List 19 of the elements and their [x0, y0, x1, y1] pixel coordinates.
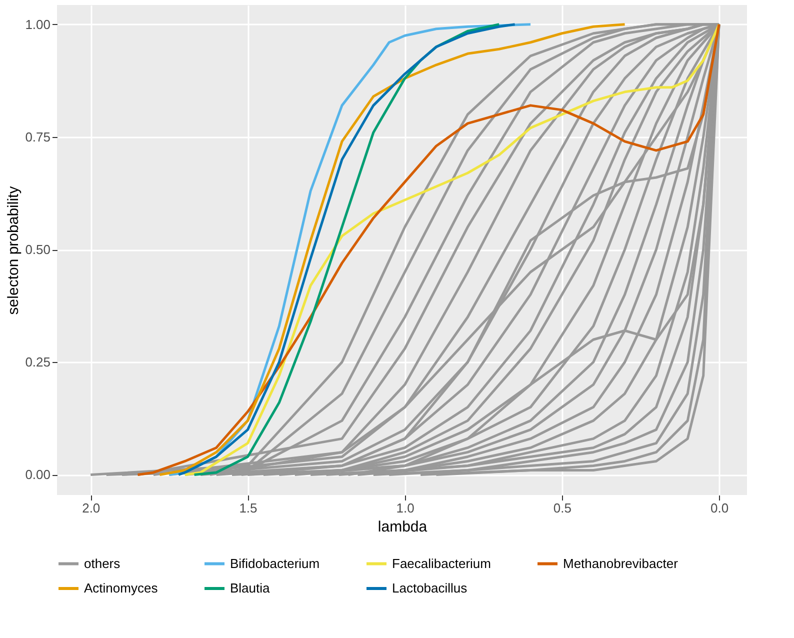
y-tick-label: 0.75 — [25, 129, 50, 144]
x-axis-title: lambda — [378, 518, 428, 536]
legend-label: Faecalibacterium — [392, 556, 491, 571]
y-tick-label: 1.00 — [25, 16, 50, 32]
legend-label: others — [84, 556, 121, 571]
x-tick-label: 1.5 — [239, 500, 258, 516]
y-tick-label: 0.00 — [25, 467, 50, 482]
y-tick-label: 0.50 — [25, 242, 50, 258]
x-tick-label: 1.0 — [396, 500, 414, 516]
x-tick-label: 2.0 — [82, 500, 100, 516]
legend-label: Lactobacillus — [392, 580, 468, 596]
legend-label: Actinomyces — [84, 580, 158, 596]
y-axis-title: selecton probability — [5, 186, 22, 315]
legend-label: Bifidobacterium — [230, 556, 320, 571]
legend-label: Methanobrevibacter — [563, 556, 679, 571]
x-tick-label: 0.0 — [710, 500, 729, 516]
x-tick-label: 0.5 — [553, 500, 572, 516]
legend-label: Blautia — [230, 580, 271, 596]
y-tick-label: 0.25 — [25, 354, 50, 370]
